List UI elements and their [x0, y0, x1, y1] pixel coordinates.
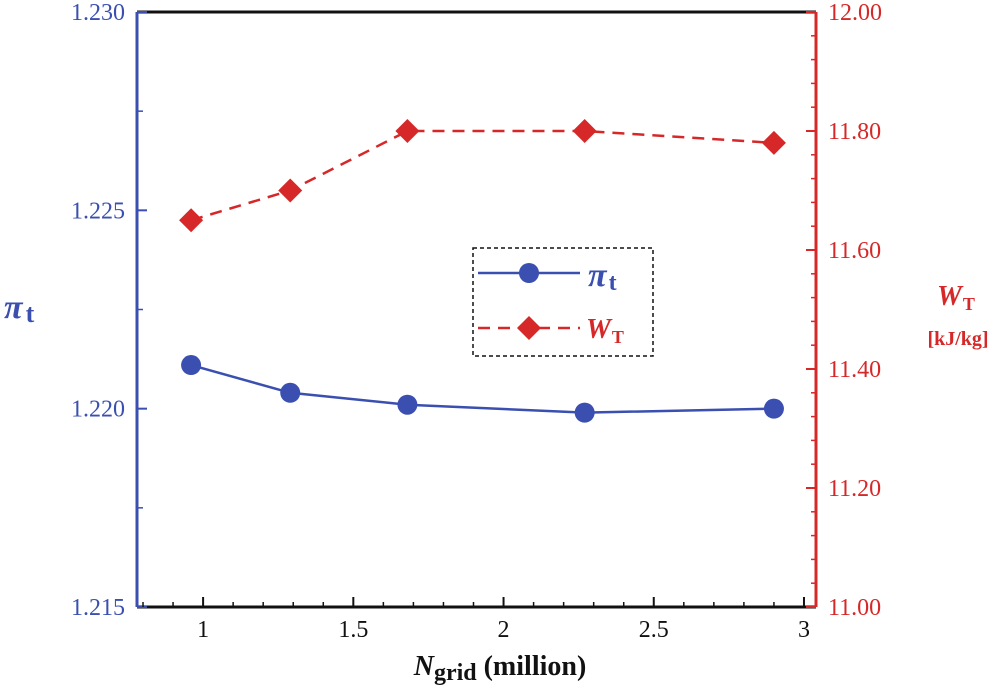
right-label-symbol: W	[937, 281, 964, 312]
data-point-w	[179, 208, 204, 233]
right-tick-label: 11.40	[828, 357, 881, 383]
x-axis-label: Ngrid (million)	[413, 651, 587, 686]
x-tick-label: 2.5	[639, 617, 669, 643]
series-line-pi	[190, 363, 774, 414]
legend-w-symbol: W	[586, 314, 613, 345]
right-y-axis: 11.00 11.20 11.40 11.60 11.80 12.00	[806, 0, 882, 621]
legend: πt WT	[472, 247, 654, 357]
x-label-sub: grid	[434, 660, 477, 686]
x-tick-label: 3	[798, 617, 810, 643]
data-point-pi	[574, 402, 595, 423]
left-tick-label: 1.225	[71, 198, 125, 224]
right-axis-label: WT	[937, 281, 975, 314]
x-tick-label: 1.5	[338, 617, 368, 643]
legend-marker-diamond	[517, 316, 541, 340]
legend-pi-sub: t	[609, 270, 617, 296]
x-label-symbol: N	[413, 651, 436, 682]
x-label-rest: (million)	[477, 651, 587, 682]
x-axis: 1 1.5 2 2.5 3	[142, 597, 810, 643]
right-tick-label: 11.00	[828, 595, 881, 621]
left-label-sub: t	[26, 299, 35, 328]
legend-pi-symbol: π	[588, 257, 608, 294]
data-point-pi	[280, 382, 301, 403]
right-axis-units: [kJ/kg]	[927, 328, 988, 350]
data-point-pi	[181, 355, 202, 376]
legend-label-pi: πt	[588, 257, 617, 296]
data-point-w	[572, 119, 597, 143]
series-layer	[179, 119, 786, 423]
right-tick-label: 11.80	[828, 119, 881, 145]
legend-box	[472, 247, 654, 357]
legend-w-sub: T	[612, 327, 624, 347]
right-tick-label: 12.00	[828, 0, 882, 26]
data-point-w	[278, 178, 303, 203]
data-point-pi	[763, 398, 784, 419]
series-line-w	[190, 129, 775, 222]
legend-marker-circle	[519, 263, 539, 283]
right-tick-label: 11.20	[828, 476, 881, 502]
plot-frame	[135, 10, 818, 609]
left-tick-label: 1.220	[71, 397, 125, 423]
left-tick-label: 1.230	[71, 0, 125, 26]
x-tick-label: 1	[197, 617, 209, 643]
right-label-sub: T	[963, 294, 975, 314]
x-tick-label: 2	[498, 617, 510, 643]
legend-label-w: WT	[586, 314, 624, 347]
left-y-axis: 1.215 1.220 1.225 1.230	[71, 0, 147, 621]
left-tick-label: 1.215	[71, 595, 125, 621]
data-point-w	[761, 130, 786, 155]
data-point-w	[395, 119, 420, 143]
right-tick-label: 11.60	[828, 238, 881, 264]
data-point-pi	[397, 394, 418, 415]
left-label-symbol: π	[4, 289, 24, 326]
